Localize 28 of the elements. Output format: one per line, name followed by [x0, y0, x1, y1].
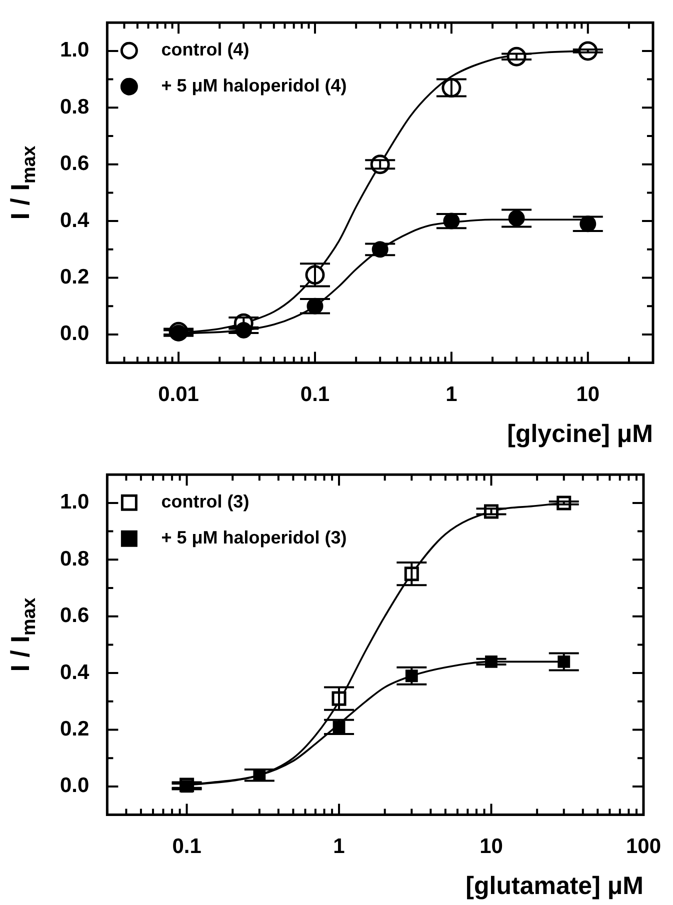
y-tick-label: 0.0 [60, 774, 90, 798]
x-tick-label: 1 [446, 383, 458, 406]
y-tick-label: 0.6 [60, 152, 90, 176]
legend-label: control (3) [161, 492, 250, 512]
x-tick-label: 0.01 [158, 383, 200, 406]
y-tick-label: 0.4 [60, 208, 90, 232]
y-tick-label: 0.2 [60, 266, 90, 289]
legend-label: + 5 μM haloperidol (4) [161, 76, 347, 96]
x-tick-label: 0.1 [300, 383, 330, 406]
y-axis-title: I / Imax [5, 145, 40, 220]
y-tick-label: 1.0 [60, 490, 90, 514]
y-axis-title: I / Imax [5, 597, 40, 672]
x-tick-label: 10 [576, 383, 600, 406]
x-tick-label: 10 [480, 835, 503, 858]
y-tick-label: 0.8 [60, 547, 90, 570]
x-tick-label: 1 [333, 835, 346, 858]
y-tick-label: 0.4 [60, 660, 90, 684]
y-tick-label: 0.0 [60, 322, 90, 346]
y-tick-label: 1.0 [60, 38, 90, 62]
x-tick-label: 0.1 [172, 835, 202, 858]
y-tick-label: 0.8 [60, 95, 90, 118]
y-tick-label: 0.6 [60, 604, 90, 628]
legend-label: + 5 μM haloperidol (3) [161, 528, 347, 548]
y-tick-label: 0.2 [60, 718, 90, 741]
x-tick-label: 100 [626, 835, 662, 858]
x-axis-title: [glutamate] μM [466, 872, 644, 900]
x-axis-title: [glycine] μM [507, 420, 653, 448]
legend-label: control (4) [161, 40, 250, 60]
